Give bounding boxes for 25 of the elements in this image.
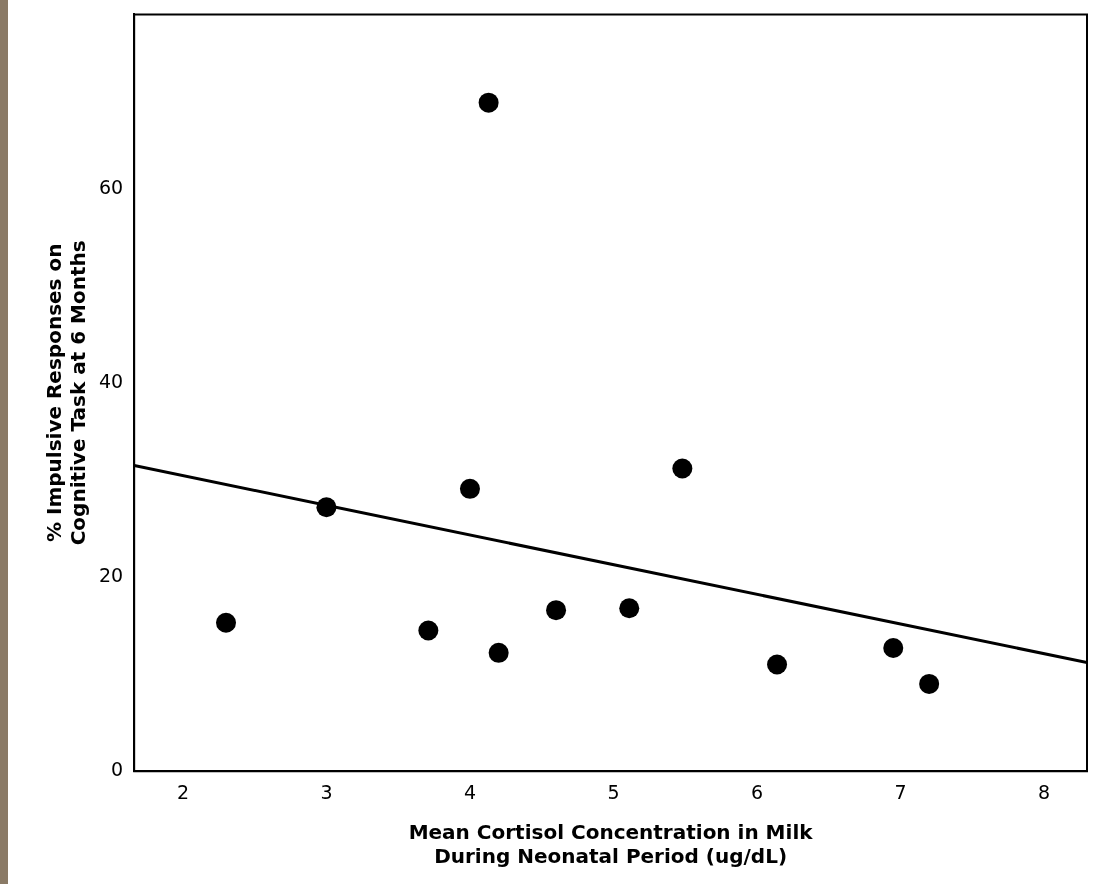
x-tick-label: 2 (176, 780, 190, 803)
point (919, 673, 940, 694)
x-tick-label: 4 (463, 780, 477, 803)
x-tick-label: 3 (320, 780, 333, 803)
y-axis-title: % Impulsive Responses on Cognitive Task at 6 Months (42, 240, 91, 546)
y-tick-label: 20 (98, 564, 124, 587)
point (316, 497, 337, 518)
y-tick-label: 60 (98, 175, 124, 198)
point (478, 92, 499, 113)
x-tick-label: 7 (894, 780, 907, 803)
point (619, 598, 640, 619)
point (546, 600, 567, 621)
y-tick-label: 40 (98, 370, 124, 393)
point (672, 458, 693, 479)
x-tick-label: 6 (750, 780, 763, 803)
x-axis-title: Mean Cortisol Concentration in Milk During Neonatal Period (ug/dL) (408, 820, 814, 869)
point (883, 637, 904, 658)
x-tick-label: 8 (1037, 780, 1050, 803)
point (488, 642, 509, 663)
x-tick-label: 5 (607, 780, 620, 803)
point (767, 654, 788, 675)
point (418, 620, 439, 641)
point (216, 612, 237, 633)
point (459, 478, 480, 499)
y-tick-label: 0 (111, 758, 124, 781)
